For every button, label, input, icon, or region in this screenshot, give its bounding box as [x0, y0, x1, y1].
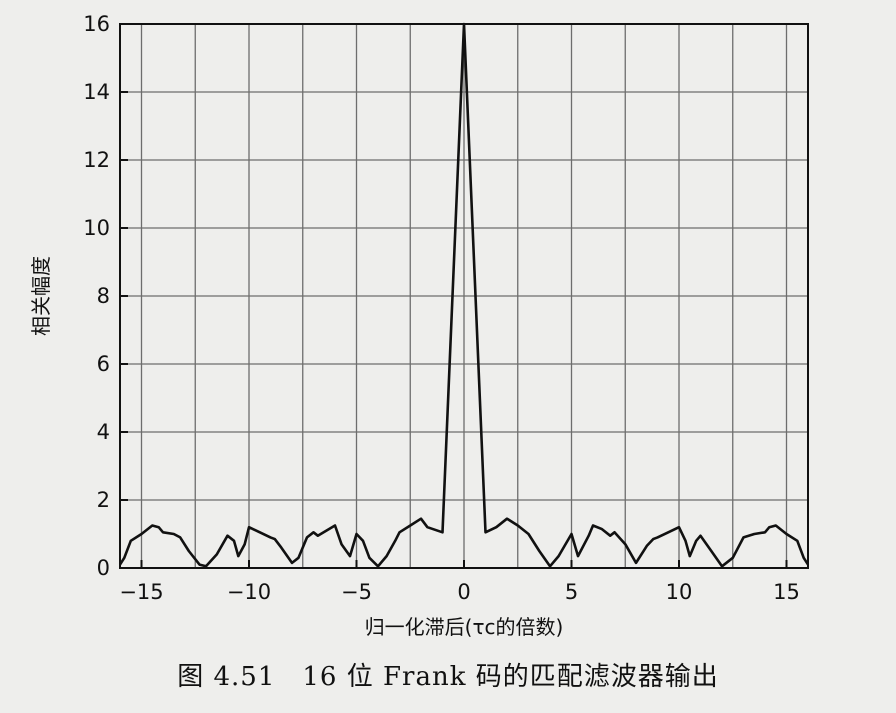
y-axis-label: 相关幅度 — [29, 256, 53, 336]
x-tick-label: −5 — [341, 580, 372, 604]
series-layer — [118, 22, 810, 568]
figure-caption: 图 4.51 16 位 Frank 码的匹配滤波器输出 — [177, 662, 719, 692]
y-tick-label: 12 — [83, 148, 110, 172]
x-tick-label: 5 — [565, 580, 578, 604]
y-tick-label: 0 — [97, 556, 110, 580]
correlation-line — [118, 22, 810, 568]
y-tick-label: 16 — [83, 12, 110, 36]
y-tick-label: 14 — [83, 80, 110, 104]
y-ticks: 0 2 4 6 8 10 12 14 16 — [83, 12, 128, 580]
y-tick-label: 6 — [97, 352, 110, 376]
grid — [120, 23, 808, 569]
x-tick-label: 15 — [773, 580, 800, 604]
x-tick-label: 10 — [666, 580, 693, 604]
x-tick-label: −10 — [227, 580, 271, 604]
plot-frame — [119, 23, 809, 569]
y-tick-label: 8 — [97, 284, 110, 308]
x-ticks: −15 −10 −5 0 5 10 15 — [119, 560, 800, 604]
x-tick-label: 0 — [457, 580, 470, 604]
y-tick-label: 2 — [97, 488, 110, 512]
y-tick-label: 10 — [83, 216, 110, 240]
y-tick-label: 4 — [97, 420, 110, 444]
x-tick-label: −15 — [119, 580, 163, 604]
x-axis-label: 归一化滞后(τc的倍数) — [365, 615, 564, 639]
